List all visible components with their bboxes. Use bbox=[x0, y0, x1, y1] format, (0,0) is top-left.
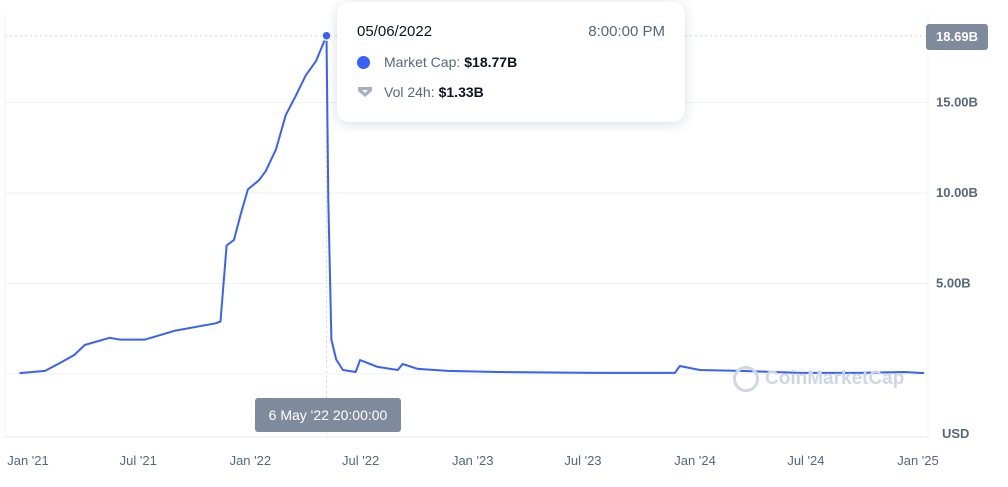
market-cap-line bbox=[19, 34, 925, 375]
y-tick-label: 15.00B bbox=[936, 95, 978, 110]
x-tick-label: Jul '22 bbox=[342, 453, 379, 468]
x-tick-label: Jul '24 bbox=[787, 453, 824, 468]
volume-value: $1.33B bbox=[438, 84, 484, 100]
tooltip-market-cap: Market Cap: $18.77B bbox=[357, 54, 517, 70]
market-cap-dot-icon bbox=[357, 55, 370, 69]
x-tick-label: Jan '21 bbox=[7, 453, 49, 468]
tooltip-time: 8:00:00 PM bbox=[588, 23, 665, 40]
hover-point bbox=[321, 30, 332, 41]
volume-label: Vol 24h: bbox=[384, 84, 435, 100]
crosshair-y-label: 18.69B bbox=[926, 24, 988, 50]
x-tick-label: Jan '23 bbox=[452, 453, 494, 468]
y-tick-label: 10.00B bbox=[936, 185, 978, 200]
x-tick-label: Jan '22 bbox=[230, 453, 272, 468]
crosshair-x-label: 6 May '22 20:00:00 bbox=[255, 398, 401, 432]
market-cap-label: Market Cap: bbox=[384, 54, 461, 70]
tooltip-date: 05/06/2022 bbox=[357, 23, 433, 40]
watermark-text: CoinMarketCap bbox=[765, 368, 905, 389]
tooltip-volume: Vol 24h: $1.33B bbox=[357, 84, 484, 100]
volume-shield-icon bbox=[358, 87, 372, 97]
y-tick-label: 5.00B bbox=[936, 276, 971, 291]
market-cap-value: $18.77B bbox=[464, 54, 518, 70]
x-tick-label: Jan '24 bbox=[674, 453, 716, 468]
tooltip: 05/06/2022 8:00:00 PM Market Cap: $18.77… bbox=[337, 2, 685, 122]
x-tick-label: Jul '23 bbox=[564, 453, 601, 468]
x-tick-label: Jan '25 bbox=[897, 453, 939, 468]
currency-label: USD bbox=[942, 426, 970, 441]
coinmarketcap-logo-icon bbox=[733, 366, 759, 392]
watermark: CoinMarketCap bbox=[733, 366, 904, 392]
x-tick-label: Jul '21 bbox=[120, 453, 157, 468]
